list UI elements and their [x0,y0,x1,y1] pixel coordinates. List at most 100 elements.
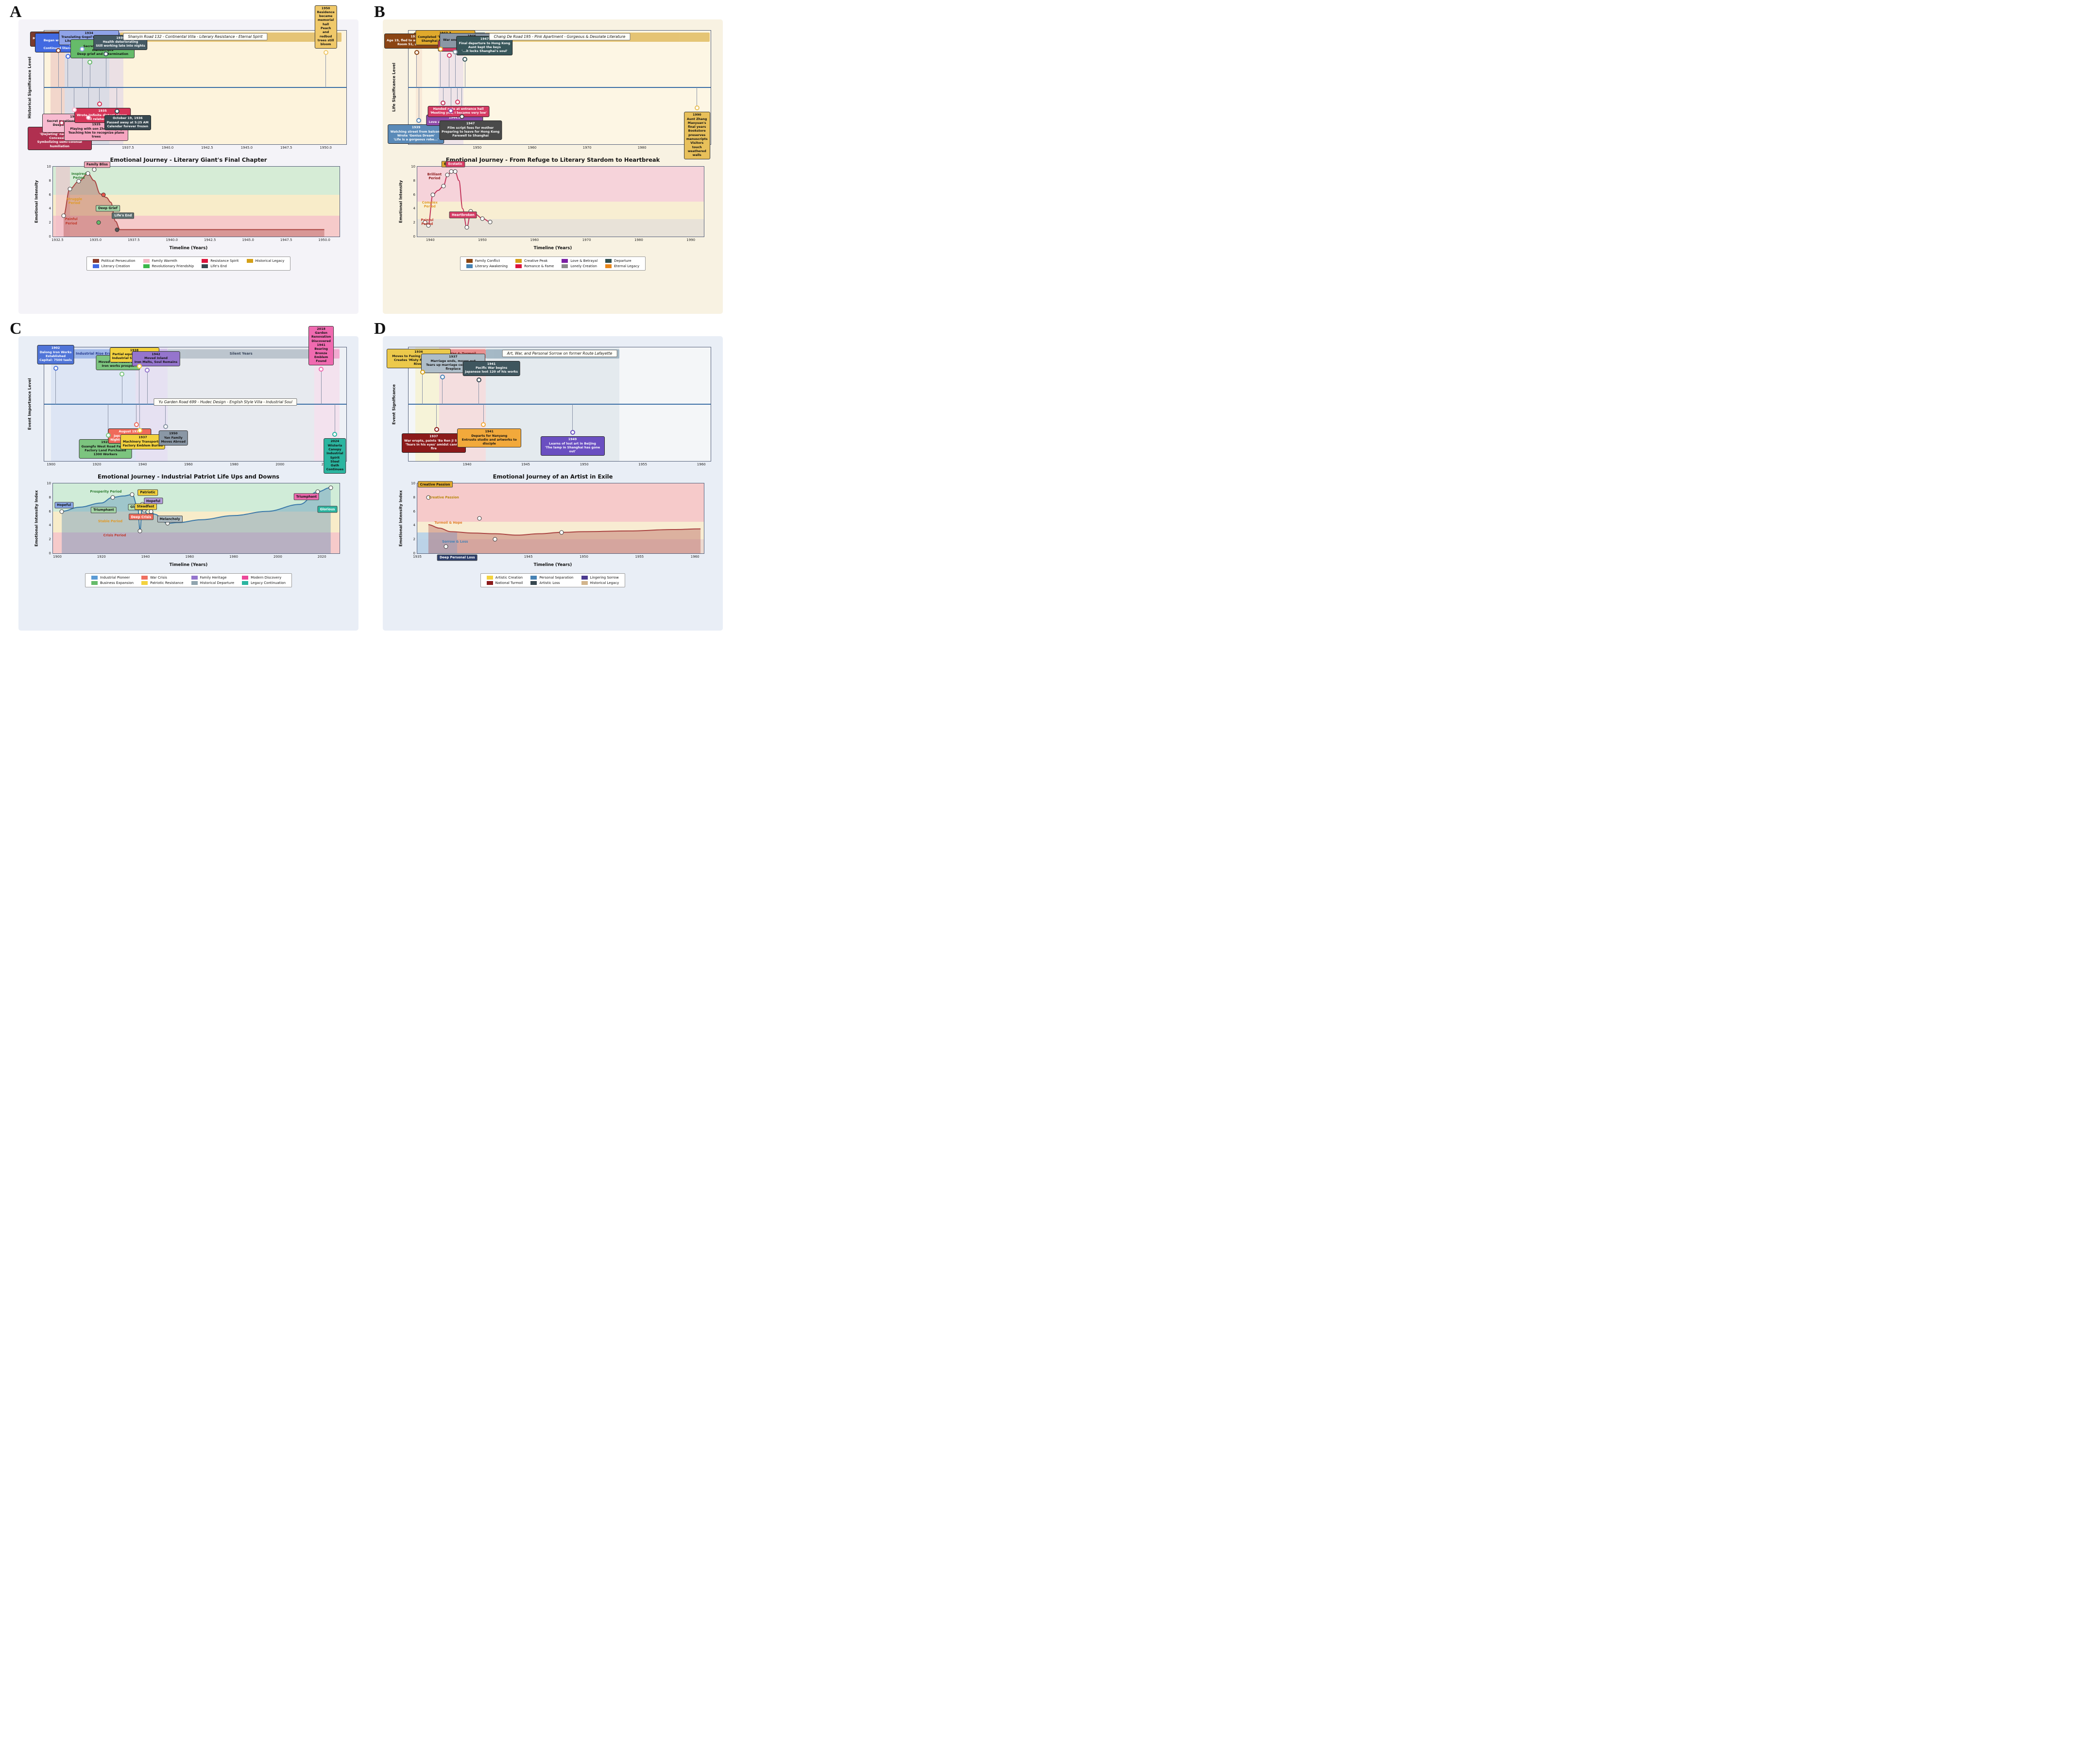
x-axis-tick-label: 1980 [634,238,643,242]
y-axis-tick-label: 0 [49,235,51,239]
y-axis-tick-label: 10 [47,165,51,169]
legend: Industrial Pioneer War Crisis Family Herit… [85,573,292,587]
legend-item: Love & Betrayal [562,259,597,263]
x-axis-tick-label: 1920 [97,555,106,559]
panel-label: C [10,320,22,338]
legend: Artistic Creation Personal Separation Ling… [480,573,626,587]
data-point-marker [76,179,81,184]
legend: Political Persecution Family Warmth Resist… [86,257,291,271]
highlight-region [417,532,458,553]
legend-swatch [515,264,522,268]
period-label: Family Bliss [84,161,110,168]
data-point-marker [488,220,493,224]
intensity-band [53,483,340,512]
legend-swatch [143,264,150,268]
legend-swatch [141,581,148,585]
legend-swatch [562,259,568,263]
intensity-band [417,539,704,553]
period-label: Hopeful [143,497,163,504]
event-marker [59,120,64,126]
event-marker [332,432,338,437]
x-axis-tick-label: 1940 [141,555,150,559]
legend-label: Industrial Pioneer [100,576,130,580]
x-axis-tick-label: 1940 [426,238,435,242]
x-axis-tick-label: 1947.5 [280,146,292,150]
event-annotation: 1937 Machinery Transported Factory Emble… [120,434,166,450]
event-stem [478,379,479,404]
legend-swatch [530,581,537,585]
period-label: Triumphant [293,493,320,500]
data-point-marker [85,171,90,176]
legend-swatch [486,581,493,585]
event-marker [97,102,102,107]
timeline-center-line [409,404,711,405]
panel-b: B Life Significance Level Chang De Road … [364,0,729,317]
y-axis-tick-label: 8 [49,178,51,183]
legend-item: Resistance Spirit [202,259,239,263]
x-axis-tick-label: 1950 [473,146,482,150]
emotion-line [53,167,340,237]
event-marker [105,433,111,438]
legend-item: Business Expansion [91,581,134,585]
timeline-chart-wrap: Historical Significance Level Shanyin Ro… [28,5,347,150]
legend-item: Lonely Creation [562,264,597,268]
y-axis-tick-label: 2 [49,537,51,542]
event-marker [459,114,464,120]
x-axis-tick-label: 1900 [47,462,56,466]
panel-d: D Event Significance Art, War, and Perso… [364,317,729,634]
emotion-chart-wrap: Emotional Intensity Index Hopeful Prosper… [34,481,340,559]
event-annotation: 1937 War erupts, paints 'Ba Ren ji Shui'… [401,433,466,453]
emotion-chart: Family Bliss Inspired Period Struggle Peri… [47,161,340,242]
emotion-y-axis-label: Emotional Intensity [34,180,39,223]
period-label: Creative Passion [428,495,459,499]
y-axis-tick-label: 8 [413,178,415,183]
timeline-chart-wrap: Event Significance Art, War, and Persona… [386,347,711,466]
legend-label: Departure [614,259,631,263]
y-axis-tick-label: 6 [413,192,415,197]
data-point-marker [493,537,497,542]
y-axis-tick-label: 0 [413,235,415,239]
y-axis-tick-label: 10 [411,165,415,169]
data-point-marker [477,516,482,521]
event-marker [65,53,70,59]
timeline-title: Shanyin Road 132 - Continental Villa - L… [123,33,268,40]
emotion-chart: Creative Passion Creative Passion Turmoil … [411,481,704,561]
event-stem [321,369,322,404]
period-label: Prosperity Period [90,490,122,494]
data-point-marker [445,172,450,177]
data-point-marker [68,187,72,191]
legend-item: Artistic Creation [486,576,523,580]
event-marker [80,46,85,51]
event-marker [137,363,142,369]
emotion-x-axis-label: Timeline (Years) [169,563,208,567]
y-axis-tick-label: 0 [49,551,51,555]
legend-item: Eternal Legacy [605,264,639,268]
legend-label: Creative Peak [524,259,548,263]
legend-swatch [242,576,249,580]
x-axis-tick-label: 1980 [637,146,647,150]
legend-swatch [581,581,588,585]
legend-label: Literary Awakening [475,264,508,268]
emotion-chart-wrap: Emotional Intensity Family Bliss Inspired… [34,161,340,242]
figure: Event Importance Level Yu Garden Road 69… [18,325,358,631]
event-marker [434,427,439,432]
emotion-chart-title: Emotional Journey - Industrial Patriot L… [98,473,279,480]
period-label: Crisis Period [103,533,126,537]
emotion-chart-wrap: Emotional Intensity Index Creative Passi… [399,481,704,561]
legend-label: Family Conflict [475,259,500,263]
legend-label: Artistic Loss [539,581,560,585]
y-axis-tick-label: 4 [49,206,51,211]
legend-item: Historical Departure [191,581,234,585]
legend-label: National Turmoil [495,581,523,585]
legend-label: Patriotic Resistance [150,581,184,585]
x-axis-tick-label: 1960 [184,462,193,466]
event-marker [145,367,150,373]
period-label: Patriotic [137,489,158,496]
timeline-chart: Art, War, and Personal Sorrow on former … [386,347,711,466]
era-label: Silent Years [229,352,253,356]
x-axis-tick-label: 1950 [580,462,589,466]
data-point-marker [423,220,427,225]
timeline-title: Yu Garden Road 699 - Hudec Design - Engl… [154,398,297,406]
legend: Family Conflict Creative Peak Love & Betra… [460,257,646,271]
